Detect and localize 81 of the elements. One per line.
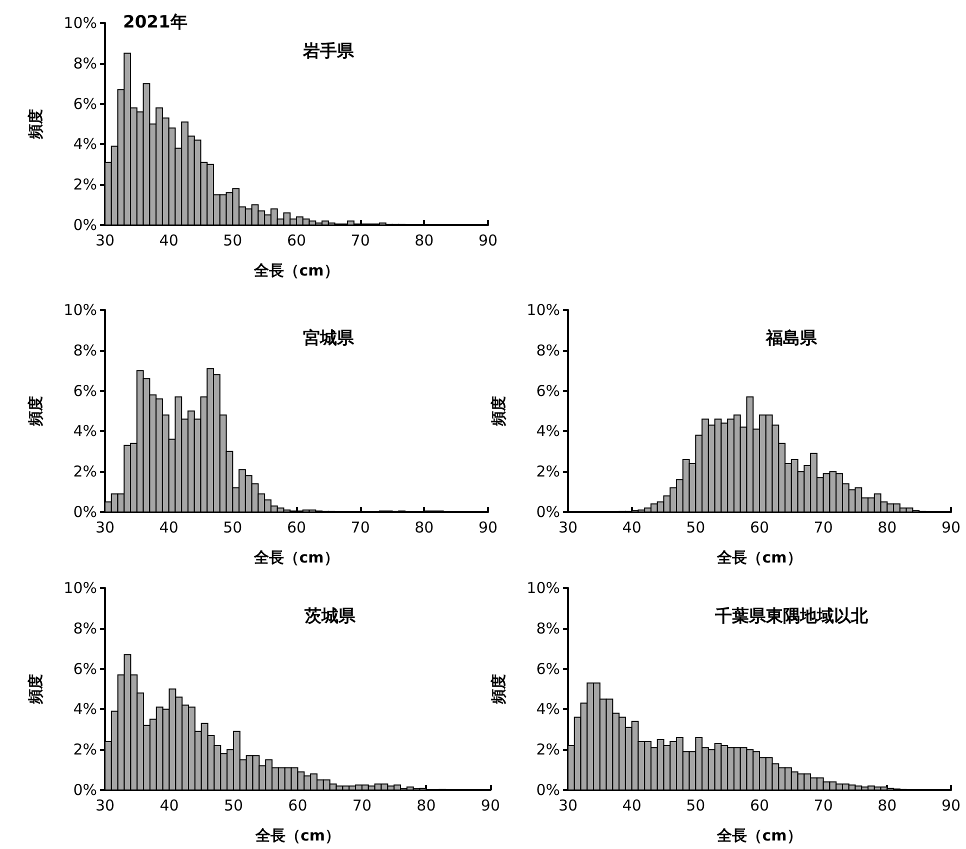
y-tick-label: 8% <box>73 54 97 72</box>
y-tick-label: 4% <box>73 135 97 154</box>
y-tick-label: 0% <box>73 781 97 799</box>
x-tick-label: 30 <box>558 796 578 814</box>
y-tick-label: 0% <box>73 503 97 521</box>
y-axis-title: 頻度 <box>26 109 44 140</box>
x-axis-title: 全長（cm） <box>253 548 339 566</box>
x-tick-label: 80 <box>878 518 897 536</box>
x-tick-label: 60 <box>286 232 306 250</box>
x-tick-label: 90 <box>941 518 961 536</box>
y-tick-label: 6% <box>536 382 560 400</box>
y-tick-label: 10% <box>64 301 97 319</box>
x-tick-label: 40 <box>159 232 178 250</box>
x-axis-title: 全長（cm） <box>716 548 802 566</box>
y-tick-label: 4% <box>536 422 560 440</box>
text: 宮城県 <box>302 328 355 348</box>
y-tick-label: 6% <box>536 660 560 678</box>
y-tick-label: 0% <box>536 503 560 521</box>
x-tick-label: 60 <box>288 796 308 814</box>
y-tick-label: 4% <box>73 422 97 440</box>
x-axis-title: 全長（cm） <box>253 262 339 280</box>
x-tick-label: 70 <box>350 518 370 536</box>
x-tick-label: 90 <box>480 796 500 814</box>
x-tick-label: 40 <box>159 518 178 536</box>
text: 千葉県東隅地域以北 <box>714 606 869 626</box>
y-tick-label: 0% <box>73 216 97 234</box>
y-tick-label: 2% <box>73 176 97 194</box>
y-tick-label: 8% <box>73 341 97 360</box>
x-tick-label: 90 <box>478 232 498 250</box>
x-tick-label: 70 <box>352 796 372 814</box>
x-tick-label: 30 <box>95 232 115 250</box>
y-tick-label: 4% <box>73 700 97 718</box>
y-tick-label: 8% <box>536 341 560 360</box>
x-tick-label: 30 <box>95 796 115 814</box>
y-tick-label: 8% <box>536 619 560 638</box>
x-axis-title: 全長（cm） <box>254 826 340 844</box>
y-tick-label: 6% <box>73 660 97 678</box>
x-tick-label: 70 <box>350 232 370 250</box>
y-tick-label: 2% <box>73 740 97 759</box>
text: 岩手県 <box>302 42 355 62</box>
x-tick-label: 80 <box>414 518 434 536</box>
x-tick-label: 40 <box>160 796 179 814</box>
y-tick-label: 6% <box>73 94 97 113</box>
x-tick-label: 50 <box>686 796 706 814</box>
y-tick-label: 10% <box>64 579 97 597</box>
y-tick-label: 2% <box>536 462 560 481</box>
x-tick-label: 40 <box>622 796 642 814</box>
x-tick-label: 60 <box>750 518 770 536</box>
x-tick-label: 50 <box>224 796 244 814</box>
y-axis-title: 頻度 <box>26 396 44 427</box>
x-tick-label: 90 <box>478 518 498 536</box>
x-tick-label: 70 <box>814 518 833 536</box>
x-tick-label: 60 <box>286 518 306 536</box>
x-tick-label: 30 <box>95 518 115 536</box>
y-tick-label: 10% <box>64 14 97 32</box>
y-axis-title: 頻度 <box>490 396 508 427</box>
annotation: 2021年 <box>123 12 188 32</box>
y-tick-label: 2% <box>536 740 560 759</box>
y-tick-label: 6% <box>73 382 97 400</box>
x-axis-title: 全長（cm） <box>716 826 802 844</box>
y-tick-label: 10% <box>526 579 560 597</box>
x-tick-label: 50 <box>686 518 706 536</box>
y-tick-label: 10% <box>526 301 560 319</box>
x-tick-label: 80 <box>878 796 897 814</box>
x-tick-label: 90 <box>941 796 961 814</box>
y-tick-label: 8% <box>73 619 97 638</box>
x-tick-label: 50 <box>223 518 242 536</box>
y-axis-title: 頻度 <box>26 674 44 705</box>
y-tick-label: 0% <box>536 781 560 799</box>
text: 福島県 <box>764 328 818 348</box>
y-axis-title: 頻度 <box>490 674 508 705</box>
x-tick-label: 40 <box>622 518 642 536</box>
x-tick-label: 60 <box>750 796 770 814</box>
x-tick-label: 80 <box>414 232 434 250</box>
y-tick-label: 4% <box>536 700 560 718</box>
x-tick-label: 80 <box>416 796 436 814</box>
y-tick-label: 2% <box>73 462 97 481</box>
text: 茨城県 <box>304 606 357 626</box>
x-tick-label: 30 <box>558 518 578 536</box>
x-tick-label: 50 <box>223 232 242 250</box>
x-tick-label: 70 <box>814 796 833 814</box>
